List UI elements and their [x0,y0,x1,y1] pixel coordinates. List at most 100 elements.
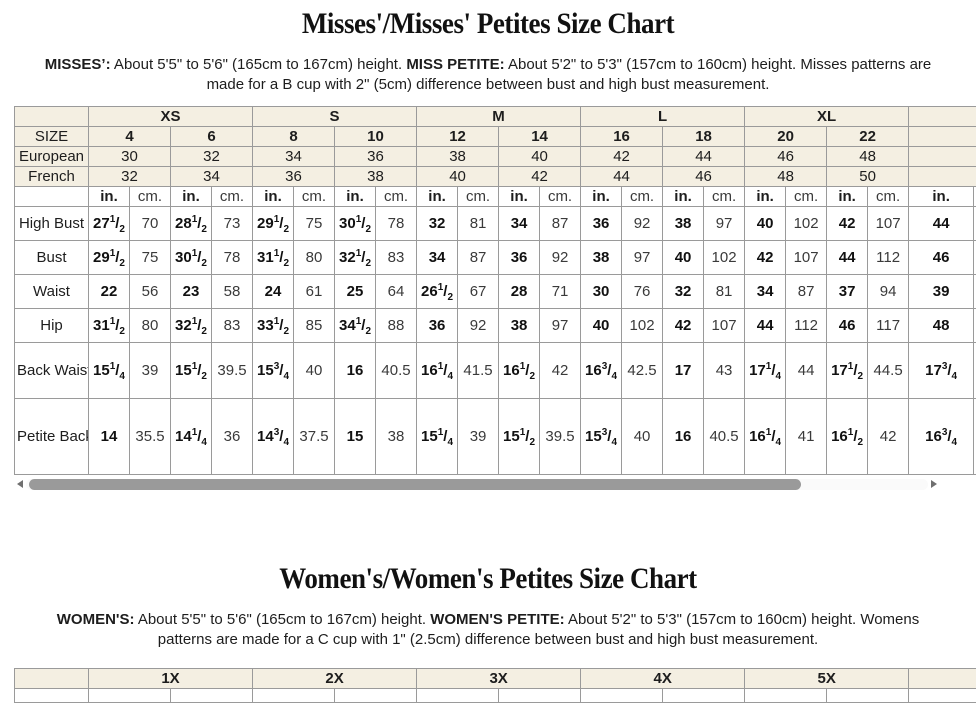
unit-in-cell: in. [744,186,787,207]
in-value-cell: 38 [498,308,541,343]
unit-in-cell: in. [252,186,295,207]
row-label-cell: French [14,166,89,187]
size-value-cell [498,688,582,703]
cm-value-cell: 36 [210,398,254,475]
cm-value-cell: 87 [785,274,828,309]
in-value-cell: 25 [334,274,377,309]
womens-chart-section: Women's/Women's Petites Size Chart WOMEN… [0,561,976,703]
in-value-cell: 46 [826,308,869,343]
row-label-cell: Hip [14,308,89,343]
cm-value-cell: 39.5 [539,398,582,475]
unit-in-cell: in. [498,186,541,207]
in-value-cell: 291/2 [88,240,130,275]
in-value-cell: 36 [416,308,459,343]
row-label-cell: Petite Back Waist Length [14,398,89,475]
group-header-cell: XS [87,106,254,127]
misses-table-scroll-area[interactable]: XS S M L XL SIZE 4 6 8 10 12 14 16 18 20 22 European 30 32… [14,106,976,475]
size-value-cell [334,688,418,703]
cm-value-cell: 42 [539,342,582,399]
in-value-cell: 40 [580,308,623,343]
womens-table-scroll-area[interactable]: 1X 2X 3X 4X 5X [14,668,976,703]
cm-value-cell: 112 [867,240,910,275]
unit-in-cell: in. [826,186,869,207]
size-value-cell [416,688,500,703]
row-label-cell: Bust [14,240,89,275]
unit-cm-cell: cm. [621,186,664,207]
row-label-cell: Waist [14,274,89,309]
in-value-cell: 30 [580,274,623,309]
cm-value-cell: 41.5 [457,342,500,399]
cm-value-cell: 35.5 [129,398,171,475]
in-value-cell: 151/2 [498,398,541,475]
in-value-cell: 16 [662,398,705,475]
cm-value-cell: 40 [621,398,664,475]
size-value-cell [908,166,976,187]
in-value-cell: 36 [580,206,623,241]
size-value-cell: 12 [416,126,500,147]
scrollbar-thumb[interactable] [29,478,801,490]
cm-value-cell: 94 [867,274,910,309]
size-value-cell: 42 [498,166,582,187]
cm-value-cell: 37.5 [293,398,336,475]
size-value-cell: 34 [169,166,254,187]
cm-value-cell: 102 [703,240,746,275]
cm-value-cell: 88 [375,308,418,343]
scrollbar-track[interactable] [26,478,928,490]
in-value-cell: 161/2 [498,342,541,399]
horizontal-scrollbar[interactable] [14,478,940,490]
scroll-left-icon[interactable] [14,478,26,490]
in-value-cell: 38 [580,240,623,275]
group-header-cell: M [416,106,582,127]
in-value-cell: 34 [498,206,541,241]
size-value-cell: 38 [334,166,418,187]
in-value-cell: 42 [662,308,705,343]
in-value-cell: 321/2 [170,308,212,343]
size-value-cell: 20 [744,126,828,147]
cm-value-cell: 73 [210,206,254,241]
in-value-cell: 163/4 [908,398,975,475]
in-value-cell: 42 [826,206,869,241]
in-value-cell: 22 [88,274,130,309]
corner-cell [14,668,89,689]
size-value-cell [826,688,910,703]
cm-value-cell: 83 [210,308,254,343]
in-value-cell: 44 [744,308,787,343]
in-value-cell: 271/2 [88,206,130,241]
cm-value-cell: 42.5 [621,342,664,399]
cm-value-cell: 107 [867,206,910,241]
size-value-cell: 40 [416,166,500,187]
womens-size-table: 1X 2X 3X 4X 5X [14,668,976,703]
unit-in-cell: in. [334,186,377,207]
cm-value-cell: 107 [785,240,828,275]
size-value-cell: 44 [580,166,664,187]
in-value-cell: 32 [662,274,705,309]
cm-value-cell: 61 [293,274,336,309]
in-value-cell: 173/4 [908,342,975,399]
in-value-cell: 151/4 [416,398,459,475]
in-value-cell: 24 [252,274,295,309]
cm-value-cell: 81 [703,274,746,309]
in-value-cell: 36 [498,240,541,275]
size-value-cell [252,688,336,703]
unit-cm-cell: cm. [129,186,171,207]
in-value-cell: 171/4 [744,342,787,399]
in-value-cell: 32 [416,206,459,241]
unit-in-cell: in. [662,186,705,207]
in-value-cell: 14 [88,398,130,475]
intro-bold-label: WOMEN'S: [56,611,135,628]
cm-value-cell: 97 [539,308,582,343]
intro-bold-label: MISSES’: [44,56,111,73]
in-value-cell: 16 [334,342,377,399]
cm-value-cell: 80 [129,308,171,343]
in-value-cell: 44 [826,240,869,275]
scroll-right-icon[interactable] [928,478,940,490]
size-value-cell: 32 [88,166,171,187]
size-value-cell: 22 [826,126,910,147]
unit-in-cell: in. [170,186,212,207]
group-header-cell [908,106,976,127]
size-value-cell: 44 [662,146,746,167]
cm-value-cell: 38 [375,398,418,475]
size-value-cell: 10 [334,126,418,147]
in-value-cell: 37 [826,274,869,309]
